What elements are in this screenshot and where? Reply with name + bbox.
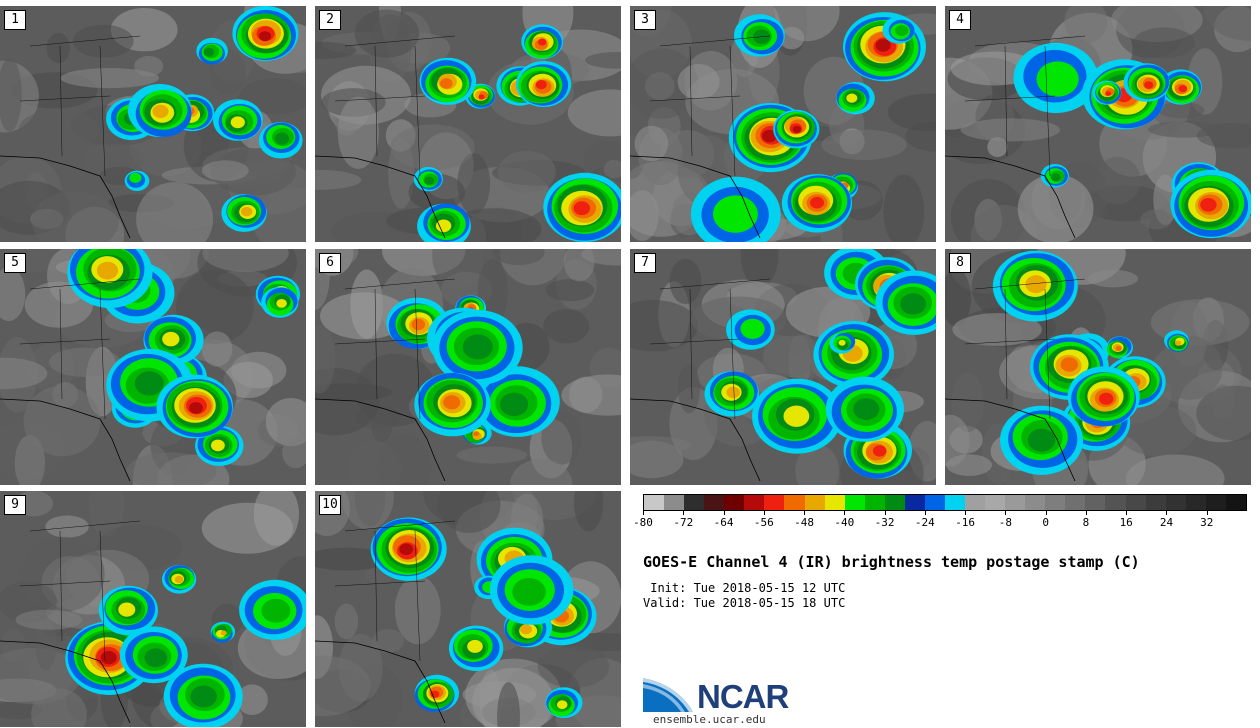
colorbar-swatch xyxy=(824,495,845,510)
panel-number: 8 xyxy=(949,253,971,273)
colorbar-swatch xyxy=(864,495,885,510)
colorbar-tick-label: -72 xyxy=(673,516,694,529)
ensemble-member-panel-10: 10 xyxy=(315,491,621,727)
colorbar-tick-mark xyxy=(643,511,644,515)
colorbar-tick-mark xyxy=(965,511,967,515)
colorbar-swatch xyxy=(1045,495,1066,510)
colorbar-swatch xyxy=(985,495,1006,510)
ensemble-member-panel-7: 7 xyxy=(630,249,936,485)
satellite-ir-image xyxy=(630,249,936,485)
colorbar-tick-label: -80 xyxy=(633,516,653,529)
colorbar-tick-label: 24 xyxy=(1159,516,1174,529)
colorbar-swatch xyxy=(664,495,685,510)
ensemble-member-panel-9: 9 xyxy=(0,491,306,727)
ncar-logo-icon xyxy=(643,678,693,712)
panel-number: 4 xyxy=(949,10,971,30)
satellite-ir-image xyxy=(0,6,306,242)
colorbar-swatch xyxy=(1145,495,1166,510)
colorbar-tick-mark xyxy=(1045,511,1047,515)
satellite-ir-image xyxy=(315,491,621,727)
colorbar-swatch xyxy=(1105,495,1126,510)
satellite-ir-image xyxy=(945,6,1251,242)
colorbar-swatch xyxy=(1225,495,1246,510)
colorbar-swatch xyxy=(1065,495,1086,510)
colorbar-swatch xyxy=(704,495,725,510)
valid-time: Valid: Tue 2018-05-15 18 UTC xyxy=(643,596,846,610)
colorbar-tick-mark xyxy=(1005,511,1007,515)
panel-number: 10 xyxy=(319,495,341,515)
colorbar-swatch xyxy=(724,495,745,510)
colorbar-swatch xyxy=(644,495,665,510)
colorbar-swatch xyxy=(1025,495,1046,510)
colorbar-swatch xyxy=(764,495,785,510)
colorbar-swatch xyxy=(1185,495,1206,510)
logo-wordmark: NCAR xyxy=(697,678,789,715)
ensemble-member-panel-3: 3 xyxy=(630,6,936,242)
panel-number: 2 xyxy=(319,10,341,30)
colorbar-tick-mark xyxy=(1085,511,1087,515)
ensemble-member-panel-8: 8 xyxy=(945,249,1251,485)
ensemble-member-panel-6: 6 xyxy=(315,249,621,485)
colorbar-ticks: -80 -72 -64 -56 -48 -40 -32 -24 -16 -8 0 8 16 24 32 xyxy=(633,511,1247,531)
page-title: GOES-E Channel 4 (IR) brightness temp po… xyxy=(643,553,1140,571)
colorbar-swatch xyxy=(884,495,905,510)
colorbar-tick-label: -48 xyxy=(794,516,814,529)
ensemble-member-panel-1: 1 xyxy=(0,6,306,242)
satellite-ir-image xyxy=(315,249,621,485)
colorbar-tick-label: 16 xyxy=(1119,516,1133,529)
colorbar-tick-mark xyxy=(683,511,685,515)
satellite-ir-image xyxy=(945,249,1251,485)
colorbar-tick-mark xyxy=(884,511,886,515)
colorbar-swatch xyxy=(904,495,925,510)
colorbar-swatch xyxy=(1005,495,1026,510)
colorbar-tick-mark xyxy=(804,511,806,515)
colorbar-tick-mark xyxy=(1126,511,1128,515)
colorbar-swatch xyxy=(1205,495,1226,510)
panel-number: 1 xyxy=(4,10,26,30)
colorbar-tick-label: 0 xyxy=(1042,516,1049,529)
colorbar-tick-mark xyxy=(1166,511,1168,515)
colorbar-tick-mark xyxy=(844,511,846,515)
ensemble-member-panel-4: 4 xyxy=(945,6,1251,242)
colorbar-tick-label: -8 xyxy=(998,516,1013,529)
colorbar-swatch xyxy=(684,495,705,510)
colorbar-swatch xyxy=(844,495,865,510)
satellite-ir-image xyxy=(315,6,621,242)
ensemble-member-panel-2: 2 xyxy=(315,6,621,242)
satellite-ir-image xyxy=(0,491,306,727)
ensemble-member-panel-5: 5 xyxy=(0,249,306,485)
colorbar-tick-mark xyxy=(924,511,926,515)
colorbar xyxy=(643,494,1247,511)
panel-number: 6 xyxy=(319,253,341,273)
colorbar-tick-label: 32 xyxy=(1200,516,1214,529)
panel-number: 9 xyxy=(4,495,26,515)
colorbar-swatch xyxy=(1085,495,1106,510)
colorbar-tick-mark xyxy=(1206,511,1208,515)
satellite-ir-image xyxy=(630,6,936,242)
colorbar-tick-label: -32 xyxy=(874,516,895,529)
panel-number: 5 xyxy=(4,253,26,273)
colorbar-tick-mark xyxy=(723,511,725,515)
colorbar-tick-label: -40 xyxy=(834,516,855,529)
colorbar-swatch xyxy=(804,495,825,510)
colorbar-swatch xyxy=(1125,495,1146,510)
colorbar-tick-label: -64 xyxy=(713,516,734,529)
colorbar-swatch xyxy=(784,495,805,510)
init-time: Init: Tue 2018-05-15 12 UTC xyxy=(643,581,846,595)
satellite-ir-image xyxy=(0,249,306,485)
logo-url: ensemble.ucar.edu xyxy=(653,713,766,726)
colorbar-tick-label: 8 xyxy=(1082,516,1090,529)
colorbar-swatch xyxy=(944,495,965,510)
panel-number: 7 xyxy=(634,253,656,273)
colorbar-swatch xyxy=(965,495,986,510)
colorbar-tick-label: -24 xyxy=(914,516,935,529)
colorbar-tick-label: -56 xyxy=(753,516,774,529)
panel-number: 3 xyxy=(634,10,656,30)
colorbar-tick-mark xyxy=(763,511,765,515)
colorbar-swatch xyxy=(744,495,765,510)
colorbar-swatch xyxy=(1165,495,1186,510)
colorbar-swatch xyxy=(924,495,945,510)
colorbar-tick-label: -16 xyxy=(955,516,976,529)
